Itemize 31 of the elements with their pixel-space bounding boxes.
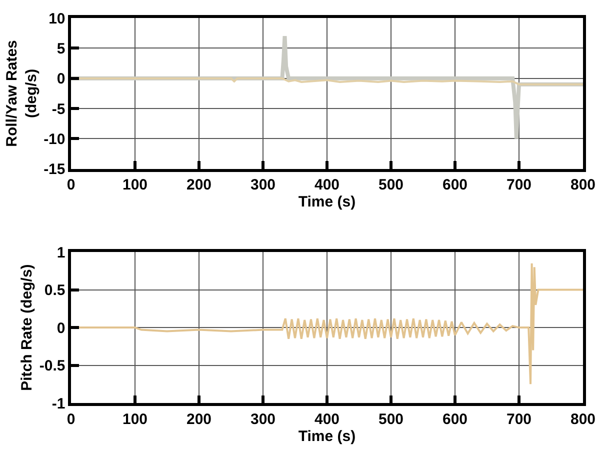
y-axis-title: Pitch Rate (deg/s) bbox=[18, 264, 36, 391]
y-tick-label: -1 bbox=[52, 395, 66, 412]
y-tick-label: 0.5 bbox=[44, 282, 66, 300]
x-tick-label: 200 bbox=[186, 176, 212, 194]
x-tick-label: 100 bbox=[122, 176, 148, 194]
x-tick-label: 800 bbox=[570, 176, 596, 194]
y-tick-label: -0.5 bbox=[39, 358, 66, 375]
y-tick-label: 0 bbox=[56, 70, 66, 88]
x-tick-label: 600 bbox=[442, 410, 468, 428]
y-tick-label: -15 bbox=[44, 161, 66, 178]
x-tick-label: 400 bbox=[314, 410, 340, 428]
y-tick-label: 1 bbox=[56, 244, 66, 262]
x-tick-label: 200 bbox=[186, 410, 212, 428]
y-tick-label: -5 bbox=[52, 100, 66, 118]
x-tick-label: 500 bbox=[378, 410, 404, 428]
y-tick-label: -10 bbox=[44, 130, 66, 148]
x-tick-label: 500 bbox=[378, 176, 404, 194]
x-tick-label: 300 bbox=[250, 410, 276, 428]
x-tick-label: 700 bbox=[506, 410, 532, 428]
x-axis-title: Time (s) bbox=[298, 428, 356, 445]
y-axis-title: Roll/Yaw Rates (deg/s) bbox=[3, 40, 40, 147]
y-tick-label: 10 bbox=[48, 10, 66, 28]
x-tick-label: 600 bbox=[442, 176, 468, 194]
x-tick-label: 100 bbox=[122, 410, 148, 428]
y-tick-label: 5 bbox=[56, 40, 66, 58]
x-tick-label: 300 bbox=[250, 176, 276, 194]
y-tick-label: 0 bbox=[56, 320, 66, 337]
x-tick-label: 400 bbox=[314, 176, 340, 194]
x-tick-label: 700 bbox=[506, 176, 532, 194]
x-tick-label: 800 bbox=[570, 410, 596, 428]
x-axis-title: Time (s) bbox=[298, 194, 356, 211]
